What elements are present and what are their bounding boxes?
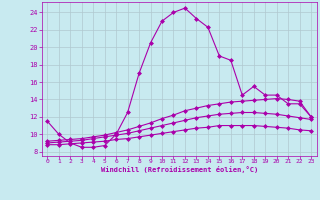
X-axis label: Windchill (Refroidissement éolien,°C): Windchill (Refroidissement éolien,°C) — [100, 166, 258, 173]
